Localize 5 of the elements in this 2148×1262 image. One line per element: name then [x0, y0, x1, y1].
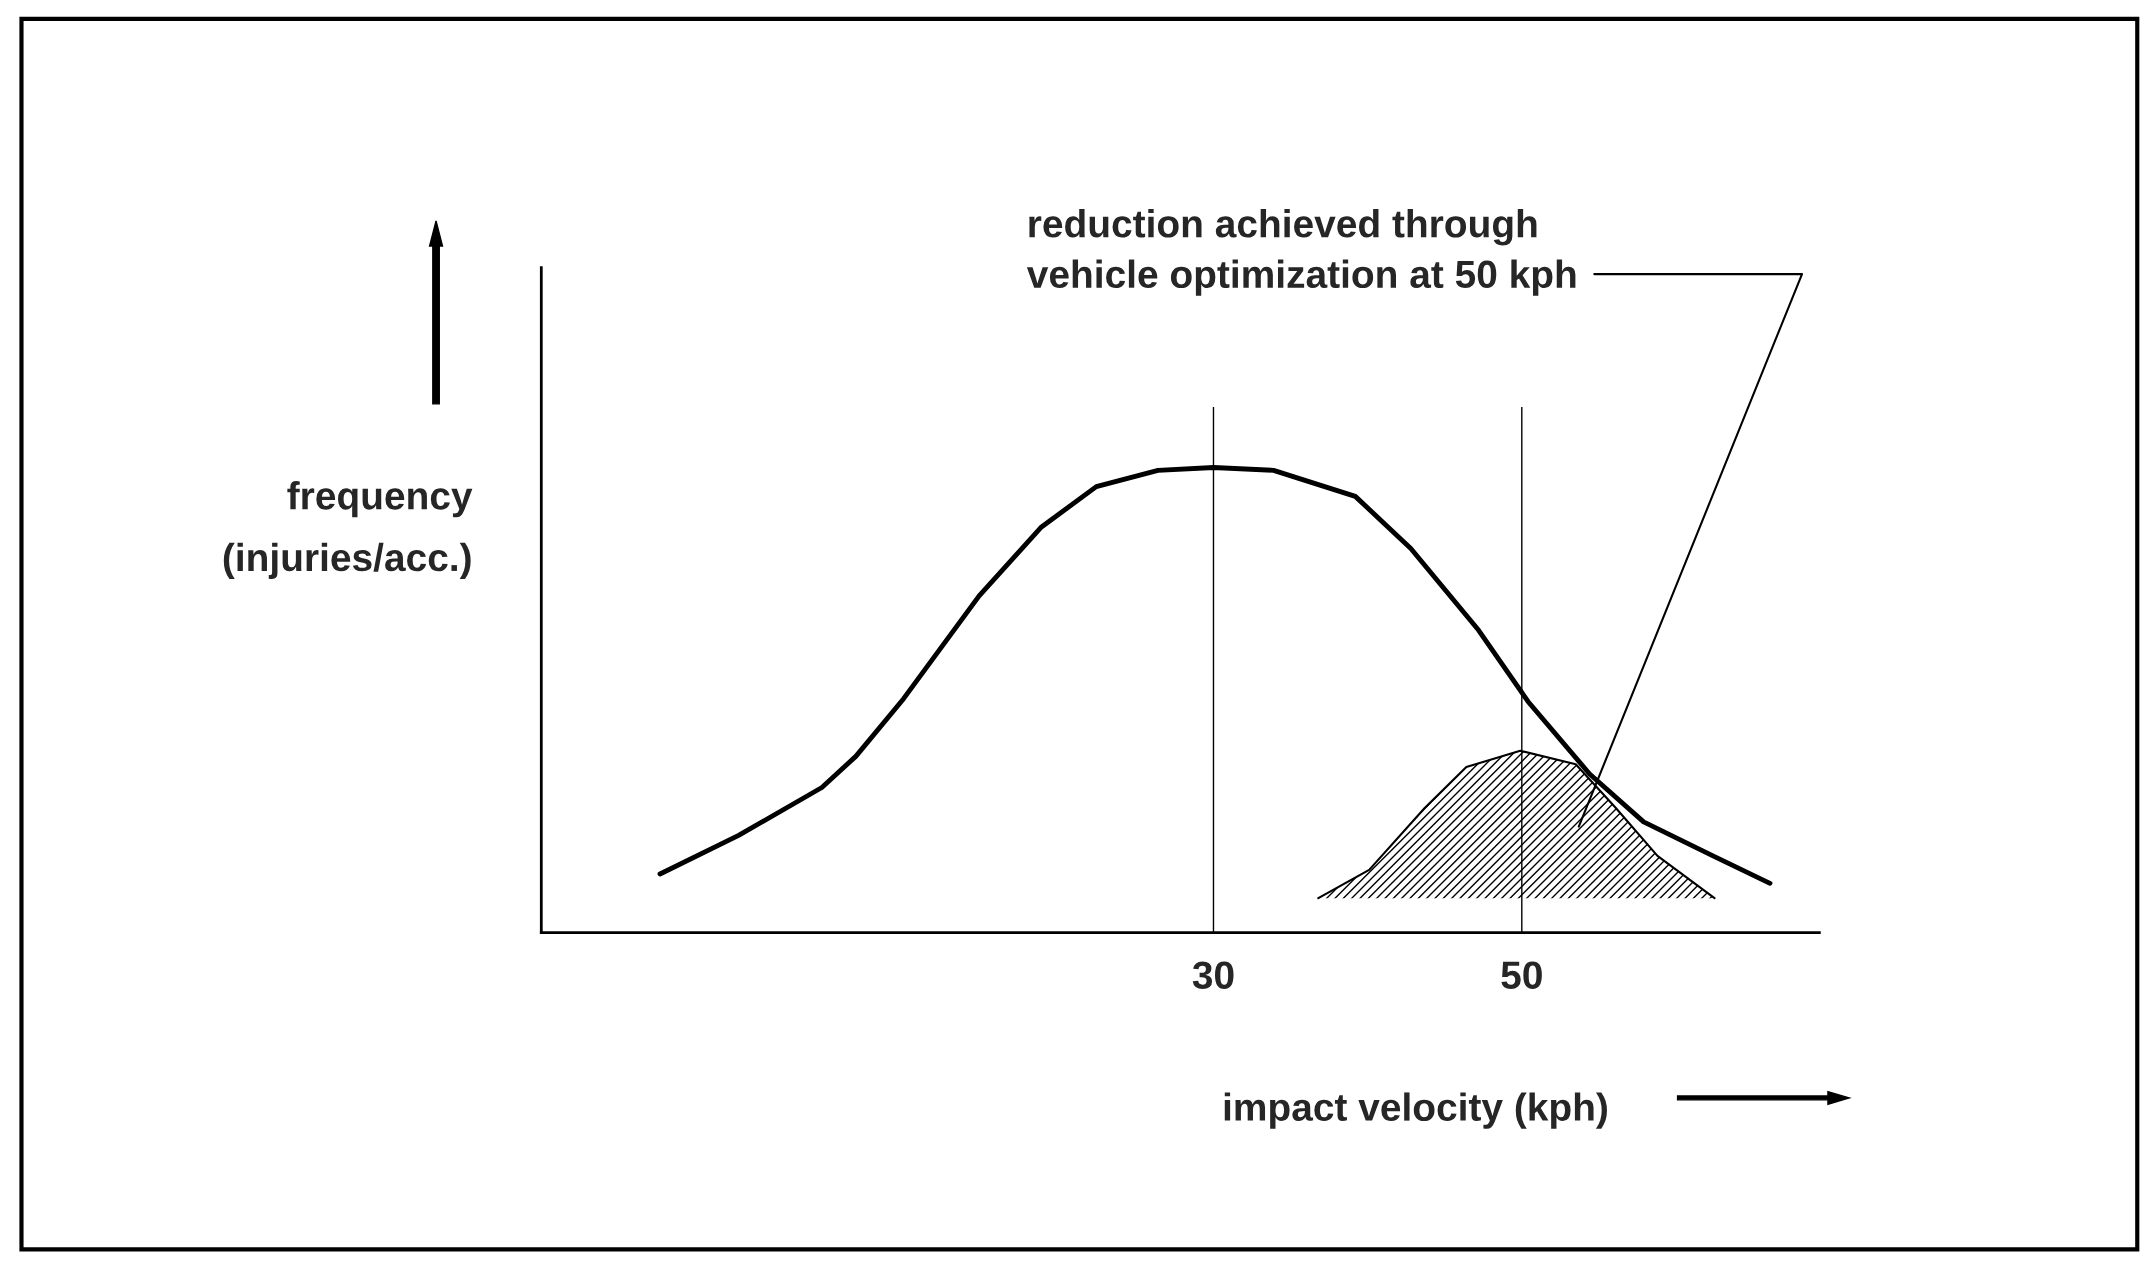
text: reduction achieved through vehicle optimization at 50 kph: [1026, 209, 1576, 296]
x-tick-label: 50: [1501, 961, 1542, 989]
x-axis-title: impact velocity (kph): [1224, 1092, 1607, 1129]
x-tick-label: 30: [1192, 961, 1234, 990]
y-axis-title: frequency (injuries/acc.): [223, 481, 473, 579]
